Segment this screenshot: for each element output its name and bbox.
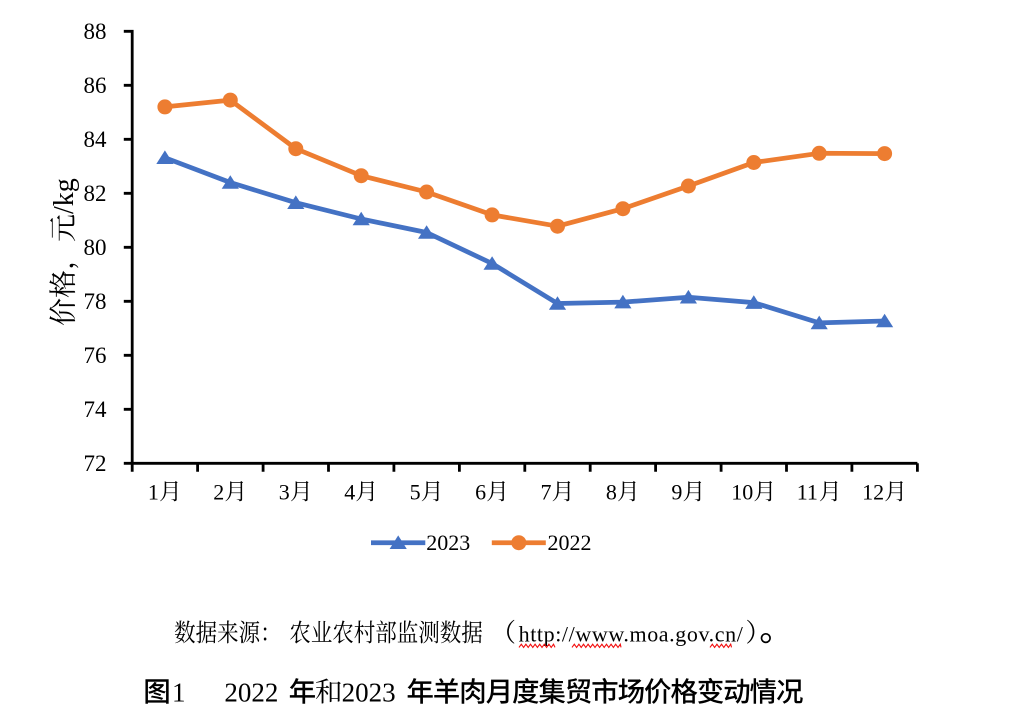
svg-text:82: 82 bbox=[84, 181, 107, 206]
svg-text:84: 84 bbox=[84, 127, 108, 152]
svg-text:8: 8 bbox=[606, 480, 617, 505]
svg-text:74: 74 bbox=[84, 397, 108, 422]
svg-text:3: 3 bbox=[279, 480, 290, 505]
svg-text:6: 6 bbox=[475, 480, 486, 505]
svg-text:12: 12 bbox=[862, 480, 884, 505]
svg-text:2022: 2022 bbox=[224, 677, 278, 707]
svg-text:4: 4 bbox=[344, 480, 355, 505]
svg-text:7: 7 bbox=[541, 480, 552, 505]
svg-text:9: 9 bbox=[671, 480, 682, 505]
svg-text:http://www.moa.gov.cn/: http://www.moa.gov.cn/ bbox=[519, 621, 744, 646]
svg-text:78: 78 bbox=[84, 289, 107, 314]
svg-text:86: 86 bbox=[84, 73, 107, 98]
svg-text:2023: 2023 bbox=[426, 530, 470, 555]
svg-text:10: 10 bbox=[731, 480, 753, 505]
svg-text:72: 72 bbox=[84, 451, 107, 476]
svg-text:2022: 2022 bbox=[548, 530, 592, 555]
svg-text:1: 1 bbox=[148, 480, 159, 505]
svg-text:2023: 2023 bbox=[342, 677, 396, 707]
svg-text:1: 1 bbox=[172, 677, 186, 707]
svg-text:80: 80 bbox=[84, 235, 107, 260]
svg-text:11: 11 bbox=[797, 480, 818, 505]
svg-text:76: 76 bbox=[84, 343, 107, 368]
svg-text:5: 5 bbox=[410, 480, 421, 505]
svg-text:88: 88 bbox=[84, 19, 107, 44]
svg-text:/kg: /kg bbox=[49, 178, 80, 214]
svg-text:2: 2 bbox=[213, 480, 224, 505]
